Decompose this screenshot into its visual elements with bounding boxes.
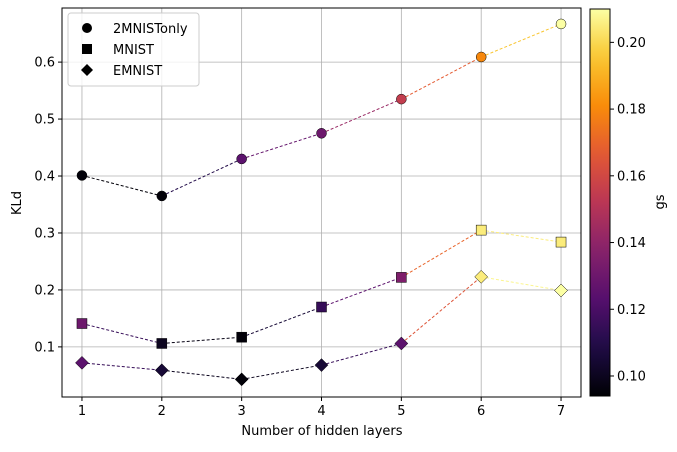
data-point-2mnistonly xyxy=(316,128,327,139)
data-point-emnist xyxy=(75,355,89,370)
data-point-2mnistonly xyxy=(156,190,168,202)
data-point-2mnistonly xyxy=(396,93,407,105)
x-tick-label: 2 xyxy=(158,404,166,419)
x-axis-ticks: 1 2 3 4 5 6 7 xyxy=(78,397,565,419)
data-point-emnist xyxy=(554,283,568,298)
y-tick-label: 0.2 xyxy=(34,283,55,298)
x-tick-label: 3 xyxy=(238,404,246,419)
data-point-mnist xyxy=(555,236,567,248)
data-point-2mnistonly xyxy=(555,18,567,30)
series-line-emnist xyxy=(241,364,322,380)
legend: 2MNISTonly MNIST EMNIST xyxy=(67,12,200,87)
data-point-emnist xyxy=(474,269,489,284)
data-point-emnist xyxy=(314,358,329,372)
y-tick-label: 0.5 xyxy=(34,113,55,128)
y-tick-label: 0.3 xyxy=(34,226,55,241)
series-line-2mnistonly xyxy=(81,174,162,197)
series-line-emnist xyxy=(161,369,242,380)
data-point-mnist xyxy=(396,272,407,283)
series-line-mnist xyxy=(321,276,402,308)
y-tick-label: 0.6 xyxy=(34,56,55,71)
y-axis-ticks: 0.1 0.2 0.3 0.4 0.5 0.6 xyxy=(34,56,62,355)
y-tick-label: 0.4 xyxy=(34,170,55,185)
legend-label-emnist: EMNIST xyxy=(113,64,162,79)
data-point-emnist xyxy=(154,363,169,378)
y-axis-label: KLd xyxy=(10,191,25,215)
x-tick-label: 7 xyxy=(557,404,565,419)
series-line-emnist xyxy=(401,276,482,344)
series-line-2mnistonly xyxy=(481,23,562,58)
colorbar-tick-label: 0.14 xyxy=(617,236,646,251)
series-line-2mnistonly xyxy=(321,98,402,134)
series-line-2mnistonly xyxy=(401,56,482,100)
series-line-emnist xyxy=(321,342,402,366)
y-tick-label: 0.1 xyxy=(34,340,55,355)
x-axis-label: Number of hidden layers xyxy=(241,424,402,439)
series-line-2mnistonly xyxy=(241,132,322,160)
colorbar-tick-label: 0.18 xyxy=(617,103,646,118)
x-tick-label: 1 xyxy=(78,404,86,419)
data-point-2mnistonly xyxy=(76,170,88,181)
grid xyxy=(62,8,581,397)
colorbar-tick-label: 0.16 xyxy=(617,169,646,184)
colorbar xyxy=(589,8,611,397)
colorbar-ticks: 0.10 0.12 0.14 0.16 0.18 0.20 xyxy=(610,36,646,384)
legend-label-mnist: MNIST xyxy=(113,43,154,58)
x-tick-label: 6 xyxy=(477,404,485,419)
x-tick-label: 5 xyxy=(397,404,405,419)
data-point-mnist xyxy=(316,301,327,313)
legend-diamond-marker xyxy=(81,64,93,76)
series-line-emnist xyxy=(81,362,162,371)
legend-circle-marker xyxy=(82,23,92,33)
data-point-mnist xyxy=(475,224,487,236)
series-line-mnist xyxy=(241,306,322,338)
legend-square-marker xyxy=(82,44,92,54)
series-line-emnist xyxy=(481,276,562,291)
series-line-mnist xyxy=(401,229,482,278)
colorbar-tick-label: 0.12 xyxy=(617,303,646,318)
series-points xyxy=(75,18,568,387)
data-point-2mnistonly xyxy=(475,51,487,63)
colorbar-tick-label: 0.10 xyxy=(617,369,646,384)
data-point-mnist xyxy=(76,318,88,329)
legend-box xyxy=(67,12,200,87)
colorbar-tick-label: 0.20 xyxy=(617,36,646,51)
data-point-2mnistonly xyxy=(236,153,247,165)
series-line-mnist xyxy=(481,229,562,243)
data-point-emnist xyxy=(394,336,409,351)
legend-label-2mnistonly: 2MNISTonly xyxy=(113,22,188,37)
colorbar-label: gs xyxy=(653,194,668,209)
series-line-mnist xyxy=(81,323,162,344)
data-point-mnist xyxy=(156,338,168,349)
x-tick-label: 4 xyxy=(317,404,325,419)
data-point-mnist xyxy=(236,331,247,343)
series-lines xyxy=(81,23,562,380)
series-line-mnist xyxy=(161,336,242,344)
data-point-emnist xyxy=(234,372,249,387)
